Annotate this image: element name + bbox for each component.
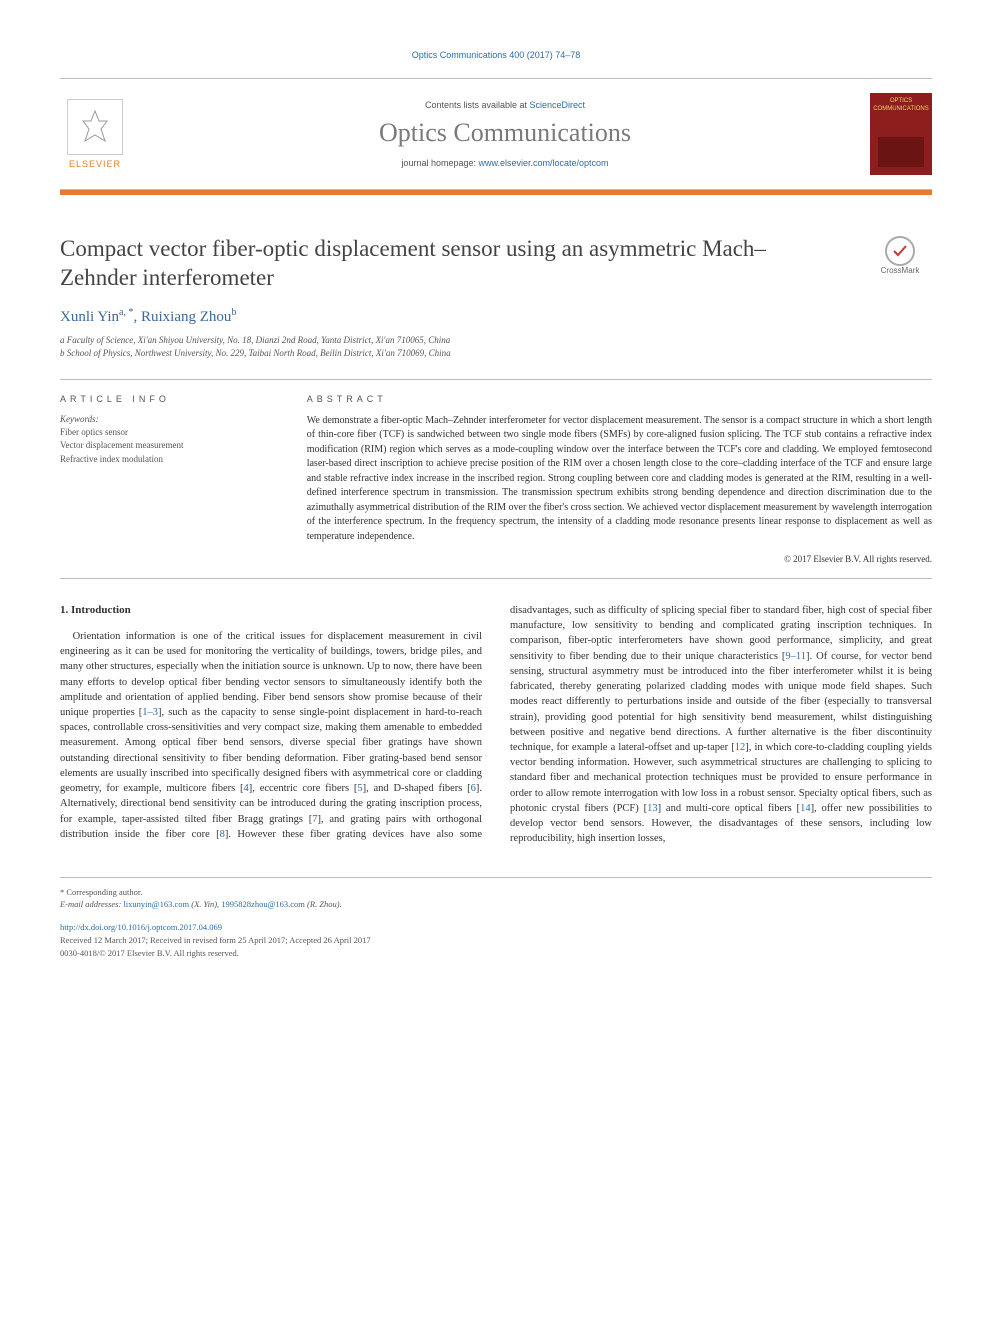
abstract-label: ABSTRACT: [307, 394, 932, 404]
author-1-affiliation-sup: a, *: [119, 307, 133, 318]
homepage-prefix: journal homepage:: [401, 158, 478, 168]
sciencedirect-link[interactable]: ScienceDirect: [530, 100, 586, 110]
author-list: Xunli Yina, *, Ruixiang Zhoub: [60, 307, 828, 326]
email-addresses-line: E-mail addresses: lixunyin@163.com (X. Y…: [60, 898, 932, 911]
publisher-logo: ELSEVIER: [60, 89, 130, 179]
section-1-heading: 1. Introduction: [60, 603, 482, 619]
affiliation-a: a Faculty of Science, Xi'an Shiyou Unive…: [60, 334, 828, 348]
author-1: Xunli Yin: [60, 309, 119, 325]
abstract-text: We demonstrate a fiber-optic Mach–Zehnde…: [307, 414, 932, 545]
cover-title: OPTICS COMMUNICATIONS: [873, 98, 929, 112]
masthead-center: Contents lists available at ScienceDirec…: [140, 100, 870, 168]
issn-copyright: 0030-4018/© 2017 Elsevier B.V. All right…: [60, 947, 932, 960]
citation-link[interactable]: 14: [800, 803, 811, 814]
crossmark-label: CrossMark: [881, 266, 920, 275]
journal-name: Optics Communications: [140, 118, 870, 148]
body-text: ]. Of course, for vector bend sensing, s…: [510, 651, 932, 753]
citation-link[interactable]: 13: [647, 803, 658, 814]
page-footer: * Corresponding author. E-mail addresses…: [60, 877, 932, 960]
body-text: ], eccentric core fibers [: [249, 783, 358, 794]
body-columns: 1. Introduction Orientation information …: [60, 603, 932, 847]
journal-homepage-link[interactable]: www.elsevier.com/locate/optcom: [479, 158, 609, 168]
running-head: Optics Communications 400 (2017) 74–78: [60, 50, 932, 60]
info-abstract-row: ARTICLE INFO Keywords: Fiber optics sens…: [60, 379, 932, 580]
body-text: ], and D-shaped fibers [: [363, 783, 471, 794]
citation-link[interactable]: 12: [735, 742, 746, 753]
keywords-label: Keywords:: [60, 414, 267, 424]
journal-cover-thumb: OPTICS COMMUNICATIONS: [870, 93, 932, 175]
affiliations: a Faculty of Science, Xi'an Shiyou Unive…: [60, 334, 828, 361]
citation-link[interactable]: 1–3: [142, 707, 158, 718]
citation-link[interactable]: 9–11: [785, 651, 806, 662]
affiliation-b: b School of Physics, Northwest Universit…: [60, 347, 828, 361]
author-separator: ,: [134, 309, 142, 325]
author-email-link[interactable]: 1995828zhou@163.com: [221, 899, 305, 909]
page-container: Optics Communications 400 (2017) 74–78 E…: [0, 0, 992, 999]
abstract-column: ABSTRACT We demonstrate a fiber-optic Ma…: [287, 380, 932, 579]
keyword-item: Refractive index modulation: [60, 453, 267, 467]
body-text: ], such as the capacity to sense single-…: [60, 707, 482, 794]
title-block: Compact vector fiber-optic displacement …: [60, 235, 932, 379]
body-paragraph: Orientation information is one of the cr…: [60, 603, 932, 847]
crossmark-badge[interactable]: CrossMark: [868, 235, 932, 275]
masthead: ELSEVIER Contents lists available at Sci…: [60, 78, 932, 190]
elsevier-tree-icon: [67, 99, 123, 155]
article-info-label: ARTICLE INFO: [60, 394, 267, 404]
author-2-affiliation-sup: b: [231, 307, 236, 318]
email-who-1: (X. Yin),: [189, 899, 221, 909]
corresponding-label: * Corresponding author.: [60, 886, 932, 899]
contents-prefix: Contents lists available at: [425, 100, 530, 110]
body-text: Orientation information is one of the cr…: [60, 631, 482, 718]
keyword-item: Vector displacement measurement: [60, 439, 267, 453]
contents-lists-line: Contents lists available at ScienceDirec…: [140, 100, 870, 110]
body-text: ] and multi-core optical fibers [: [658, 803, 800, 814]
article-info-column: ARTICLE INFO Keywords: Fiber optics sens…: [60, 380, 287, 579]
publisher-name: ELSEVIER: [69, 159, 121, 169]
abstract-copyright: © 2017 Elsevier B.V. All rights reserved…: [307, 554, 932, 564]
article-title: Compact vector fiber-optic displacement …: [60, 235, 828, 293]
author-2: Ruixiang Zhou: [141, 309, 231, 325]
author-email-link[interactable]: lixunyin@163.com: [123, 899, 189, 909]
doi-link[interactable]: http://dx.doi.org/10.1016/j.optcom.2017.…: [60, 922, 222, 932]
email-who-2: (R. Zhou).: [305, 899, 342, 909]
orange-rule: [60, 190, 932, 195]
crossmark-icon: [885, 236, 915, 266]
corresponding-author-note: * Corresponding author. E-mail addresses…: [60, 886, 932, 912]
article-history: Received 12 March 2017; Received in revi…: [60, 934, 932, 947]
homepage-line: journal homepage: www.elsevier.com/locat…: [140, 158, 870, 168]
keyword-item: Fiber optics sensor: [60, 426, 267, 440]
email-label: E-mail addresses:: [60, 899, 123, 909]
